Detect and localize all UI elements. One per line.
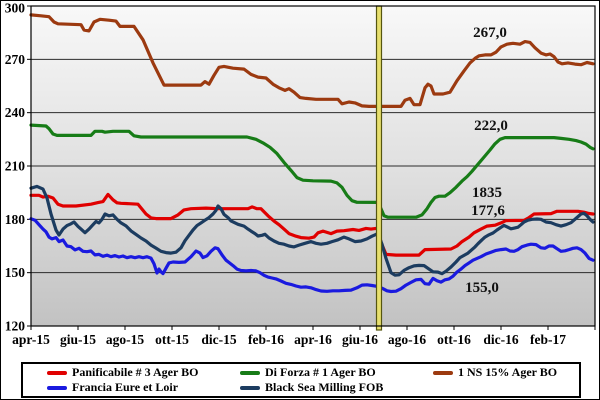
legend-item: 1 NS 15% Ager BO bbox=[433, 365, 557, 380]
y-tick-label: 300 bbox=[5, 1, 26, 16]
y-tick-label: 270 bbox=[5, 52, 26, 67]
legend-item: Francia Eure et Loir bbox=[47, 380, 178, 395]
data-label: 267,0 bbox=[473, 25, 507, 41]
data-label: 1835 bbox=[472, 185, 502, 201]
y-tick-label: 210 bbox=[5, 159, 26, 174]
x-tick-label: giu-15 bbox=[60, 332, 96, 347]
x-tick-label: ott-16 bbox=[437, 332, 471, 347]
series-francia-eure-et-loir bbox=[29, 217, 595, 294]
legend-label: Di Forza # 1 Ager BO bbox=[265, 365, 376, 379]
legend-line-marker bbox=[47, 370, 67, 375]
legend-line-marker bbox=[240, 370, 260, 375]
series-panificabile-3-ager-bo bbox=[29, 192, 595, 257]
x-tick-label: ago-16 bbox=[388, 332, 426, 347]
legend-label: 1 NS 15% Ager BO bbox=[458, 365, 558, 379]
x-tick-label: dic-15 bbox=[201, 332, 236, 347]
chart-legend: Panificabile # 3 Ager BO Di Forza # 1 Age… bbox=[21, 362, 581, 398]
x-tick-label: feb-17 bbox=[530, 332, 566, 347]
data-label: 155,0 bbox=[465, 280, 499, 296]
legend-item: Panificabile # 3 Ager BO bbox=[47, 365, 198, 380]
x-tick-label: giu-16 bbox=[342, 332, 378, 347]
x-tick-label: feb-16 bbox=[248, 332, 284, 347]
x-tick-label: apr-15 bbox=[12, 332, 50, 347]
x-tick-label: ott-15 bbox=[155, 332, 189, 347]
series-1-ns-15-ager-bo bbox=[29, 13, 595, 109]
y-tick-label: 180 bbox=[5, 212, 26, 227]
legend-label: Panificabile # 3 Ager BO bbox=[72, 365, 199, 379]
plot-border bbox=[30, 5, 596, 327]
data-label: 177,6 bbox=[471, 203, 505, 219]
legend-item: Di Forza # 1 Ager BO bbox=[240, 365, 376, 380]
y-tick-label: 240 bbox=[5, 105, 26, 120]
data-label: 222,0 bbox=[474, 118, 508, 134]
y-tick-label: 120 bbox=[5, 319, 26, 334]
x-tick-label: apr-16 bbox=[294, 332, 332, 347]
legend-label: Black Sea Milling FOB bbox=[265, 380, 384, 394]
series-black-sea-milling-fob bbox=[29, 184, 595, 277]
legend-item: Black Sea Milling FOB bbox=[240, 380, 383, 395]
event-marker-line bbox=[375, 5, 383, 331]
legend-line-marker bbox=[47, 385, 67, 390]
legend-line-marker bbox=[240, 385, 260, 390]
legend-line-marker bbox=[433, 370, 453, 375]
y-tick-label: 150 bbox=[5, 265, 26, 280]
x-tick-label: dic-16 bbox=[483, 332, 518, 347]
x-tick-label: ago-15 bbox=[106, 332, 144, 347]
legend-label: Francia Eure et Loir bbox=[72, 380, 179, 394]
